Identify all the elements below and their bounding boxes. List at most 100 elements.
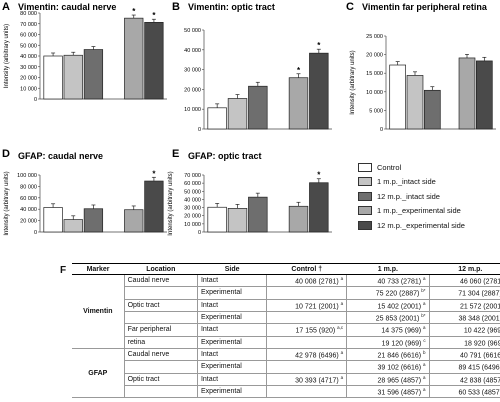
- table-value-cell: [266, 384, 348, 399]
- table-row: retina Experimental 19 120 (969) c 18 920 (…: [72, 335, 500, 349]
- table-value-cell: 42 978 (6496) a: [266, 347, 348, 362]
- y-tick-label: 50 000: [184, 189, 201, 195]
- significance-letter: a: [340, 300, 344, 306]
- y-tick-label: 40 000: [20, 54, 37, 60]
- y-tick-label: 10 000: [184, 222, 201, 228]
- table-value-cell: 71 304 (2887) b*: [428, 286, 500, 300]
- y-tick-label: 10 000: [184, 107, 201, 113]
- y-tick-label: 70 000: [20, 22, 37, 28]
- results-table-wrap: Marker Location Side Control † 1 m.p. 12 m.p.…: [46, 263, 500, 399]
- location-cell: Optic tract: [123, 372, 198, 386]
- significance-letter: a: [423, 300, 426, 306]
- y-tick-label: 10 000: [20, 86, 37, 92]
- bar-2: [227, 208, 248, 233]
- table-value-cell: 21 572 (2001) b: [428, 298, 500, 312]
- location-cell: retina: [123, 335, 198, 349]
- significance-letter: a: [340, 349, 344, 355]
- significance-letter: a: [423, 386, 426, 392]
- legend-label: Control: [377, 162, 402, 172]
- table-value-cell: 42 838 (4857) b: [428, 372, 500, 386]
- chart-title: Vimentin far peripheral retina: [362, 2, 488, 12]
- table-value-cell: 40 791 (6616) a: [428, 347, 500, 362]
- panel-letter: D: [2, 148, 10, 160]
- table-value-cell: 60 533 (4857) c*: [428, 384, 500, 399]
- significance-letter: b*: [421, 288, 426, 294]
- y-tick-label: 20 000: [184, 87, 201, 93]
- y-tick-label: 20 000: [20, 76, 37, 82]
- chart-panel-a: A Vimentin: caudal nerve Intensity (arbitr…: [2, 1, 167, 103]
- table-value-cell: 28 965 (4857) a: [346, 372, 430, 386]
- y-tick-label: 0: [380, 127, 383, 133]
- bar-4: [124, 209, 144, 233]
- table-row: GFAP Caudal nerve Intact 42 978 (6496) a 21 …: [72, 347, 500, 399]
- table-row: Experimental 25 853 (2001) b* 38 348 (2001…: [72, 310, 500, 325]
- table-value-cell: 25 853 (2001) b*: [346, 310, 430, 325]
- panel-letter: C: [346, 1, 354, 13]
- y-axis-label: Intensity (arbitrary units): [4, 24, 10, 88]
- legend-swatch: [358, 220, 372, 230]
- legend-label: 12 m.p._intact side: [377, 191, 440, 201]
- significance-letter: a: [340, 374, 344, 380]
- location-cell: Optic tract: [123, 298, 198, 312]
- legend-swatch: [358, 177, 372, 187]
- location-cell: [123, 384, 198, 399]
- y-axis-label: Intensity (arbitrary units): [168, 171, 174, 235]
- side-cell: Intact: [196, 347, 268, 362]
- location-cell: Far peripheral: [123, 323, 198, 337]
- y-tick-label: 50 000: [20, 43, 37, 49]
- legend-item: 1 m.p._intact side: [358, 175, 498, 190]
- location-cell: [123, 310, 198, 325]
- table-value-cell: [266, 310, 348, 325]
- side-cell: Intact: [196, 273, 268, 288]
- y-axis-label: Intensity (arbitrary units): [350, 50, 356, 114]
- y-tick-label: 80 000: [20, 11, 37, 17]
- table-value-cell: 40 008 (2781) a: [266, 273, 348, 288]
- table-row: Experimental 39 102 (6616) a 89 415 (6496)…: [72, 360, 500, 374]
- bar-1: [43, 55, 63, 100]
- table-value-cell: 40 733 (2781) a: [346, 273, 430, 288]
- table-value-cell: 30 393 (4717) a: [266, 372, 348, 386]
- bar-1: [43, 207, 63, 233]
- table-header-cell: 12 m.p.: [429, 263, 500, 275]
- y-axis-label: Intensity (arbitrary units): [4, 171, 10, 235]
- location-cell: Caudal nerve: [123, 347, 198, 362]
- table-row: Vimentin Caudal nerve Intact 40 008 (2781) …: [72, 273, 500, 349]
- charts-area: A Vimentin: caudal nerve Intensity (arbitr…: [2, 1, 496, 236]
- chart-title: Vimentin: optic tract: [188, 2, 275, 12]
- significance-star: *: [132, 7, 136, 16]
- bar-3: [83, 208, 104, 233]
- table-header-row: Marker Location Side Control † 1 m.p. 12 m.p.: [72, 263, 500, 275]
- legend-label: 1 m.p._experimental side: [377, 206, 461, 216]
- significance-star: *: [317, 41, 321, 50]
- y-tick-label: 30 000: [20, 65, 37, 71]
- significance-letter: a: [340, 276, 344, 281]
- bar-5: [476, 60, 493, 130]
- legend-swatch: [358, 191, 372, 201]
- bar-3: [248, 196, 268, 233]
- table-value-cell: 18 920 (969) c: [428, 335, 500, 349]
- y-tick-label: 20 000: [366, 53, 383, 59]
- results-table: Marker Location Side Control † 1 m.p. 12 m.p.…: [72, 263, 500, 399]
- table-value-cell: 10 422 (969) b: [428, 323, 500, 337]
- table-value-cell: [266, 286, 348, 300]
- side-cell: Intact: [196, 323, 268, 337]
- y-tick-label: 80 000: [20, 184, 37, 190]
- table-value-cell: 21 846 (6616) b: [346, 347, 430, 362]
- y-tick-label: 20 000: [184, 214, 201, 220]
- bar-5: [144, 180, 164, 233]
- bar-2: [63, 54, 83, 100]
- side-cell: Experimental: [196, 335, 268, 349]
- y-tick-label: 20 000: [20, 219, 37, 225]
- bar-1: [207, 107, 227, 130]
- panel-letter: B: [172, 1, 180, 13]
- table-row: Optic tract Intact 30 393 (4717) a 28 965 (…: [72, 372, 500, 386]
- table-value-cell: 39 102 (6616) a: [346, 360, 430, 374]
- side-cell: Experimental: [196, 286, 268, 300]
- significance-letter: a: [423, 325, 426, 331]
- y-tick-label: 0: [198, 127, 201, 133]
- table-row: Far peripheral Intact 17 155 (920) a,c 14 3…: [72, 323, 500, 337]
- panel-letter-f: F: [60, 265, 67, 276]
- y-tick-label: 0: [34, 230, 37, 236]
- bar-2: [406, 75, 424, 130]
- legend-label: 12 m.p._experimental side: [377, 220, 465, 230]
